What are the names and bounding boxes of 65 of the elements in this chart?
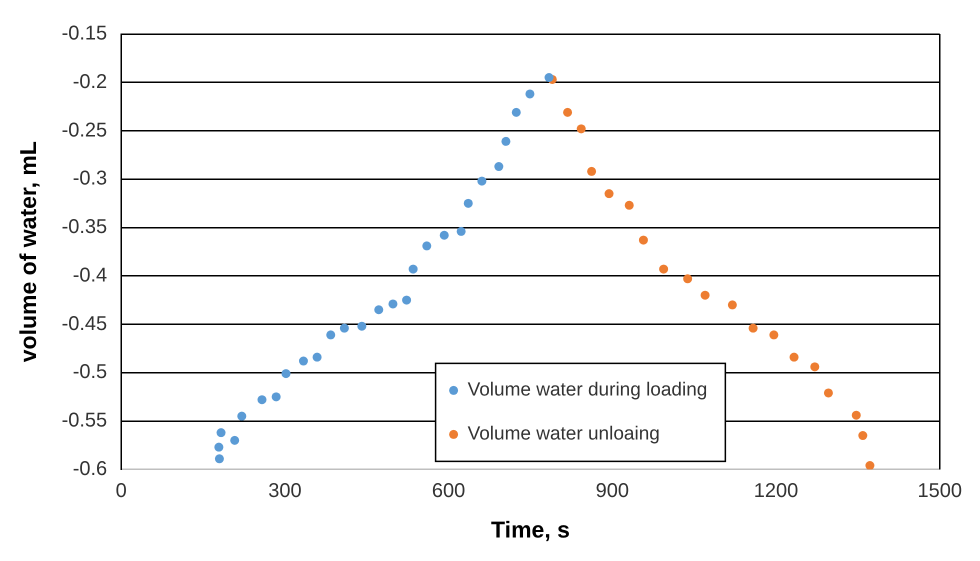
point: [326, 330, 336, 340]
x-tick-label: 600: [432, 480, 466, 502]
y-tick-label: -0.3: [72, 168, 108, 190]
point: [214, 454, 224, 464]
point: [440, 230, 449, 240]
point: [281, 369, 290, 378]
point: [638, 236, 648, 245]
y-axis-title: volume of water, mL: [15, 141, 42, 362]
point: [624, 200, 634, 210]
point: [604, 189, 614, 198]
point: [659, 264, 668, 274]
point: [216, 428, 226, 438]
point: [464, 198, 473, 208]
point: [477, 176, 486, 186]
y-tick-label: -0.15: [62, 22, 108, 45]
point: [748, 324, 758, 333]
y-tick-label: -0.45: [62, 312, 108, 335]
legend-label: Volume water during loading: [468, 380, 708, 401]
point: [824, 388, 833, 398]
x-tick-label: 1200: [754, 480, 798, 502]
point: [728, 300, 737, 310]
point: [525, 89, 534, 98]
x-tick-label: 900: [596, 480, 630, 502]
point: [357, 322, 366, 331]
point: [865, 461, 874, 470]
point: [587, 166, 596, 176]
point: [494, 162, 504, 172]
point: [683, 274, 692, 284]
point: [563, 108, 572, 117]
point: [852, 410, 861, 420]
point: [790, 352, 799, 362]
y-tick-label: -0.5: [72, 361, 108, 384]
y-tick-label: -0.35: [62, 216, 108, 238]
point: [544, 73, 554, 82]
y-tick-label: -0.55: [62, 410, 108, 432]
point: [700, 290, 710, 300]
point: [312, 352, 322, 362]
y-tick-label: -0.6: [72, 458, 108, 480]
point: [388, 299, 398, 308]
y-tick-label: -0.2: [72, 70, 108, 93]
point: [769, 330, 778, 340]
point: [257, 395, 266, 404]
point: [272, 392, 281, 402]
point: [501, 136, 510, 146]
point: [237, 412, 246, 421]
x-tick-label: 300: [268, 480, 302, 502]
point: [340, 324, 349, 333]
x-tick-label: 1500: [918, 480, 962, 502]
point: [374, 305, 384, 314]
y-tick-label: -0.4: [72, 264, 108, 286]
point: [402, 296, 412, 305]
point: [298, 356, 308, 366]
legend-label: Volume water unloaing: [468, 424, 660, 445]
x-tick-label: 0: [116, 480, 127, 502]
point: [408, 264, 418, 274]
y-tick-label: -0.25: [62, 119, 108, 142]
point: [810, 362, 820, 372]
point: [456, 226, 466, 236]
point: [214, 442, 224, 452]
x-axis-title: Time, s: [491, 516, 570, 543]
point: [512, 108, 521, 117]
point: [230, 436, 240, 445]
point: [576, 124, 586, 134]
point: [858, 431, 868, 440]
point: [422, 241, 432, 250]
